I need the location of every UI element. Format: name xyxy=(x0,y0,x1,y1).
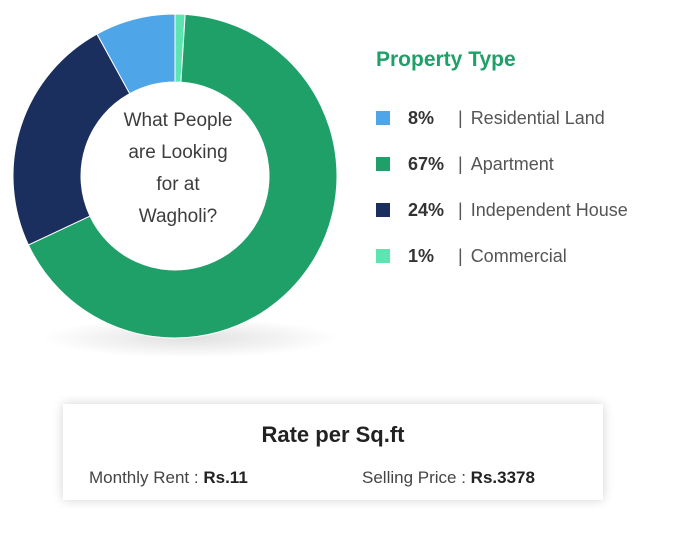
legend-percent: 24% xyxy=(408,199,445,220)
legend-title: Property Type xyxy=(376,48,516,71)
rate-title: Rate per Sq.ft xyxy=(261,422,405,447)
donut-center-text: What People are Looking for at Wagholi? xyxy=(98,105,258,233)
legend-swatch xyxy=(376,203,390,217)
legend-separator: | xyxy=(458,153,463,174)
rent-label: Monthly Rent : xyxy=(89,468,199,487)
legend-label: Apartment xyxy=(470,153,554,174)
monthly-rent: Monthly Rent : Rs.11 xyxy=(89,468,248,488)
center-line: What People xyxy=(123,110,233,131)
center-line: are Looking xyxy=(128,142,228,163)
legend-percent: 8% xyxy=(408,107,435,128)
legend-item-independent-house: 24% | Independent House xyxy=(376,187,686,233)
pie-slice-apartment xyxy=(27,13,338,339)
legend-percent: 67% xyxy=(408,153,445,174)
donut-chart: What People are Looking for at Wagholi? xyxy=(0,0,350,358)
legend-item-apartment: 67% | Apartment xyxy=(376,141,686,187)
legend-label: Independent House xyxy=(470,199,628,220)
legend-item-commercial: 1% | Commercial xyxy=(376,233,686,279)
rent-value: Rs.11 xyxy=(203,468,248,487)
legend-separator: | xyxy=(458,199,463,220)
legend: Property Type 8% | Residential Land 67% … xyxy=(376,48,686,279)
legend-swatch xyxy=(376,111,390,125)
legend-label: Residential Land xyxy=(470,107,605,128)
selling-price: Selling Price : Rs.3378 xyxy=(362,468,535,488)
legend-separator: | xyxy=(458,245,463,266)
legend-swatch xyxy=(376,249,390,263)
center-line: Wagholi? xyxy=(138,206,218,227)
legend-label: Commercial xyxy=(470,245,567,266)
center-line: for at xyxy=(156,174,200,195)
pie-slice-residential-land xyxy=(96,13,176,95)
legend-swatch xyxy=(376,157,390,171)
legend-separator: | xyxy=(458,107,463,128)
pie-slice-independent-house xyxy=(12,33,131,246)
sell-value: Rs.3378 xyxy=(470,468,535,487)
sell-label: Selling Price : xyxy=(362,468,466,487)
rate-card: Rate per Sq.ft Monthly Rent : Rs.11 Sell… xyxy=(63,404,603,500)
legend-item-residential-land: 8% | Residential Land xyxy=(376,95,686,141)
donut-svg xyxy=(12,13,338,339)
legend-percent: 1% xyxy=(408,245,435,266)
